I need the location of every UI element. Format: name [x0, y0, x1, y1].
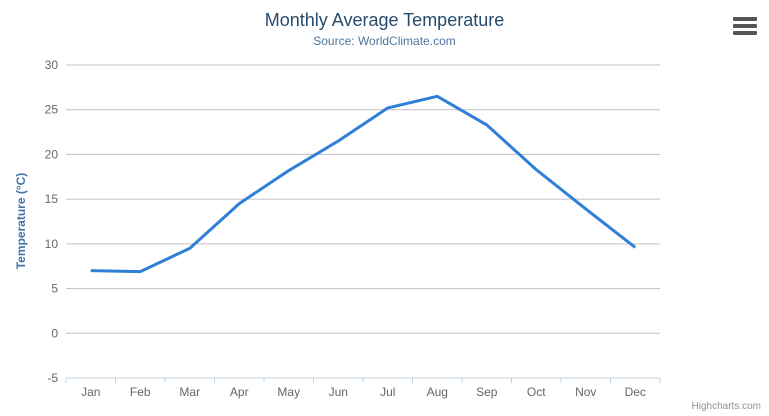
- chart-subtitle: Source: WorldClimate.com: [313, 34, 456, 48]
- y-axis-tick-label: 20: [45, 147, 59, 161]
- hamburger-icon-bar: [733, 17, 757, 21]
- hamburger-icon-bar: [733, 31, 757, 35]
- chart-title: Monthly Average Temperature: [264, 10, 505, 30]
- y-axis-tick-label: -5: [47, 371, 58, 385]
- x-axis-tick-label: Nov: [575, 385, 596, 399]
- x-axis-tick-label: Oct: [527, 385, 546, 399]
- x-axis-tick-label: May: [277, 385, 300, 399]
- y-axis-tick-label: 0: [51, 326, 58, 340]
- x-axis-tick-label: Mar: [179, 385, 200, 399]
- x-axis-tick-label: Jan: [81, 385, 100, 399]
- x-axis-tick-label: Dec: [625, 385, 646, 399]
- x-axis-tick-label: Apr: [230, 385, 249, 399]
- y-axis-tick-label: 5: [51, 282, 58, 296]
- credits-link[interactable]: Highcharts.com: [691, 401, 761, 412]
- y-axis-tick-label: 15: [45, 192, 59, 206]
- x-axis-tick-label: Feb: [130, 385, 151, 399]
- x-axis-tick-label: Sep: [476, 385, 498, 399]
- x-axis-tick-label: Jul: [380, 385, 395, 399]
- y-axis-tick-label: 25: [45, 103, 59, 117]
- hamburger-icon-bar: [733, 24, 757, 28]
- y-axis-tick-label: 10: [45, 237, 59, 251]
- export-menu-button[interactable]: [733, 17, 757, 35]
- x-axis-tick-label: Jun: [329, 385, 348, 399]
- x-axis-tick-label: Aug: [427, 385, 448, 399]
- y-axis-title: Temperature (°C): [14, 173, 28, 270]
- series-line-tokyo: [90, 94, 637, 274]
- y-axis-tick-label: 30: [45, 58, 59, 72]
